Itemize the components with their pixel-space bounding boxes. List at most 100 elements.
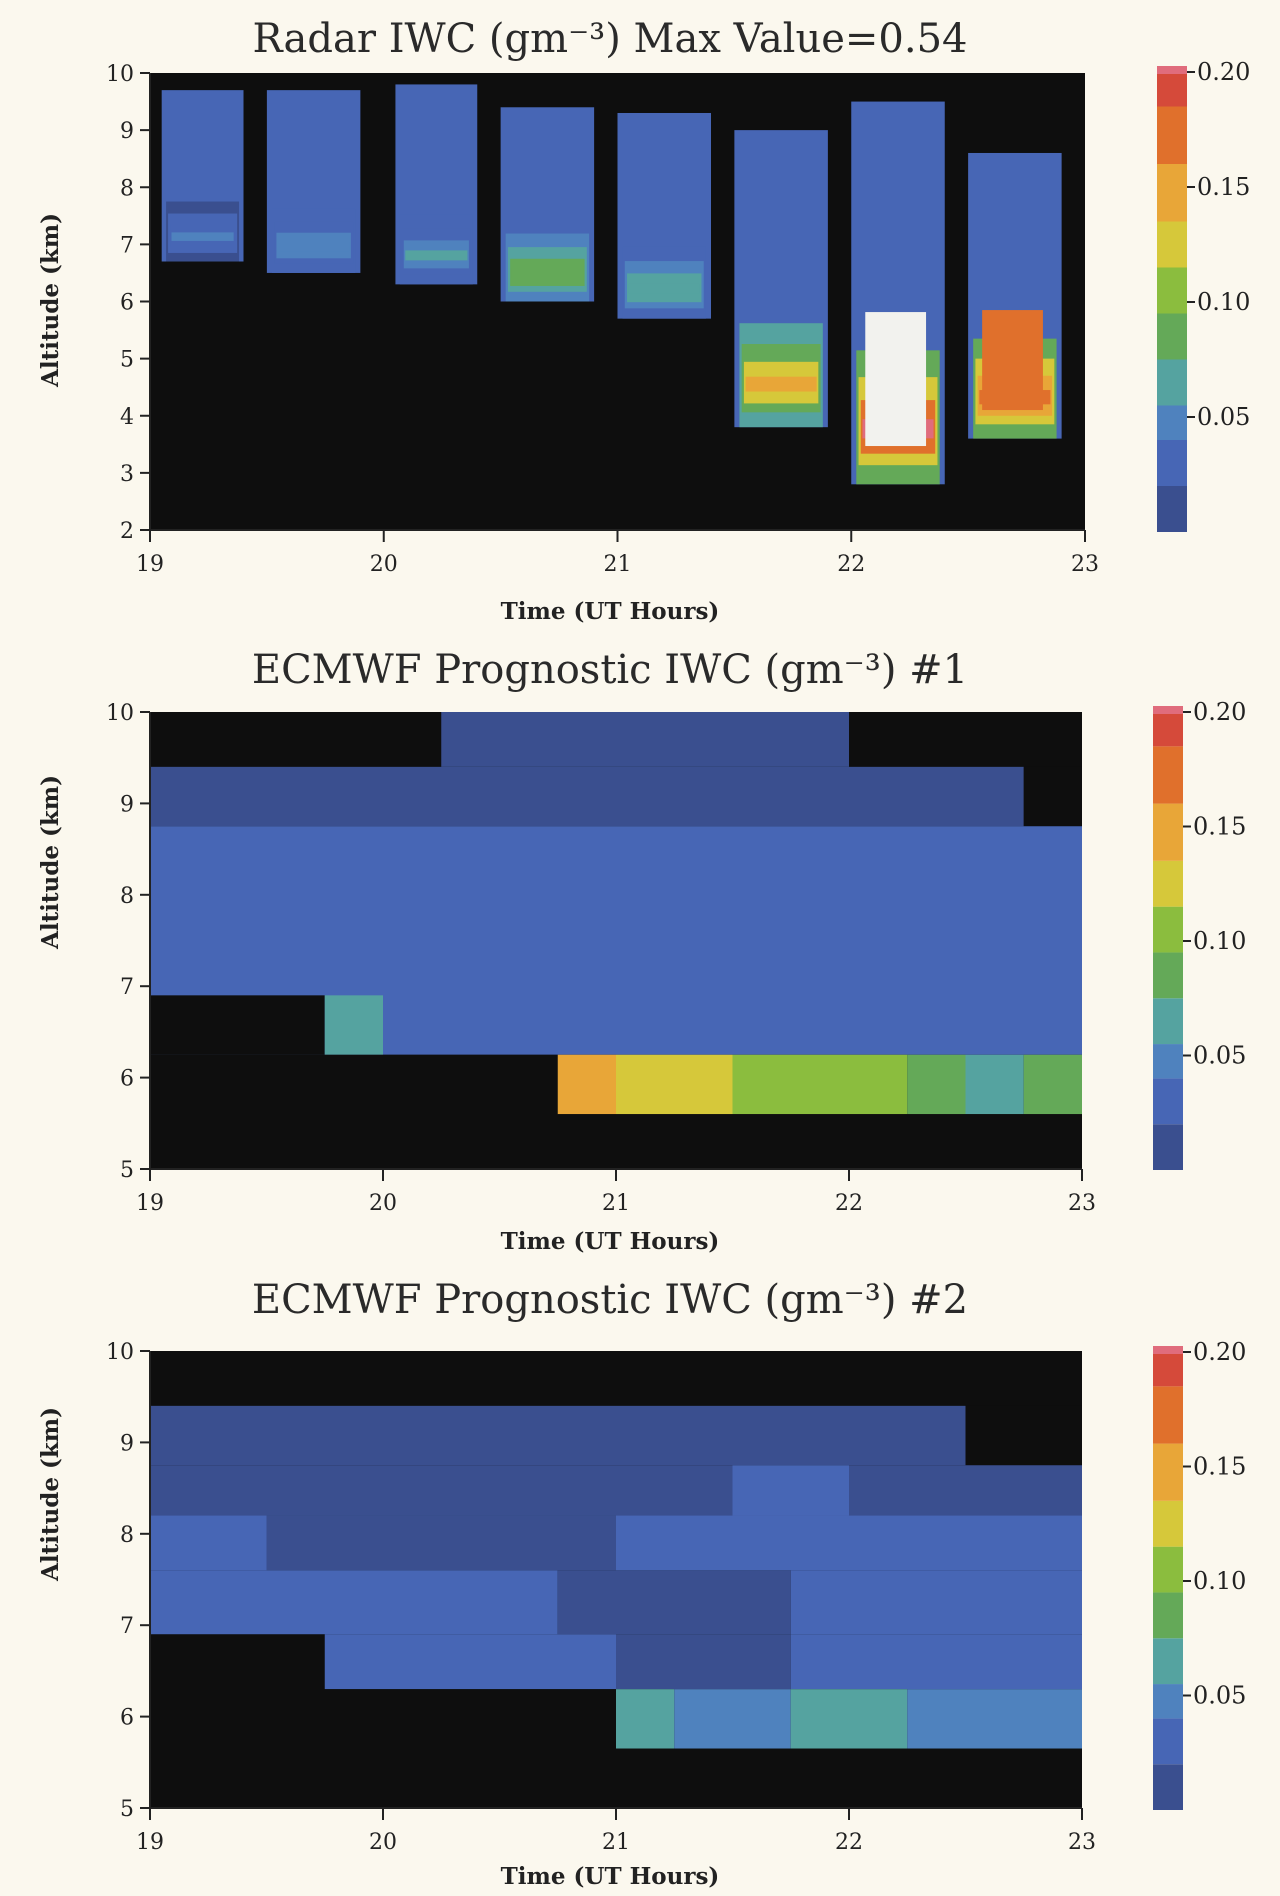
chart-title: Radar IWC (gm⁻³) Max Value=0.54 — [253, 16, 968, 62]
colorbar-segment — [1157, 313, 1187, 360]
heatmap-cell — [150, 1570, 558, 1635]
colorbar-segment — [1153, 952, 1183, 999]
colorbar-segment — [1153, 1443, 1183, 1501]
heatmap-cell — [557, 1054, 616, 1115]
radar-band — [851, 101, 945, 485]
colorbar-segment — [1153, 706, 1183, 714]
colorbar-segment — [1153, 1124, 1183, 1170]
band-layer — [628, 283, 700, 294]
colorbar-tick-label: 0.15 — [1193, 813, 1246, 841]
heatmap-cell — [732, 1689, 791, 1749]
chart-title: ECMWF Prognostic IWC (gm⁻³) #2 — [252, 1277, 968, 1323]
colorbar-segment — [1157, 267, 1187, 314]
y-tick-label: 9 — [120, 119, 134, 144]
y-tick-label: 8 — [120, 884, 134, 909]
y-tick-label: 7 — [120, 975, 134, 1000]
colorbar-segment — [1157, 359, 1187, 406]
heatmap-cell — [150, 712, 442, 767]
heatmap-cell — [150, 766, 1024, 827]
colorbar-segment — [1153, 1638, 1183, 1685]
band-layer — [745, 376, 817, 392]
colorbar-segment — [1157, 66, 1187, 74]
x-tick-label: 21 — [602, 1191, 630, 1216]
colorbar-tick-label: 0.15 — [1197, 173, 1250, 201]
heatmap-cell — [790, 1634, 1082, 1690]
x-tick-label: 21 — [602, 1830, 630, 1855]
colorbar-segment — [1153, 1764, 1183, 1810]
y-tick-label: 2 — [120, 519, 134, 544]
x-axis-label: Time (UT Hours) — [501, 1863, 720, 1890]
colorbar-tick-label: 0.15 — [1193, 1453, 1246, 1481]
colorbar-tick-label: 0.05 — [1193, 1042, 1246, 1070]
y-tick-label: 9 — [120, 1431, 134, 1456]
heatmap-cell — [616, 1054, 733, 1115]
x-tick-label: 20 — [370, 552, 398, 577]
band-layer — [511, 268, 583, 279]
colorbar-tick-label: 0.20 — [1193, 698, 1246, 726]
y-tick-label: 8 — [120, 1523, 134, 1548]
band-max — [982, 310, 1043, 411]
x-tick-label: 22 — [835, 1191, 863, 1216]
y-tick-label: 6 — [120, 1067, 134, 1092]
y-tick-label: 8 — [120, 176, 134, 201]
y-axis-label: Altitude (km) — [37, 775, 64, 950]
heatmap-cell — [150, 995, 325, 1055]
colorbar-segment — [1153, 1044, 1183, 1079]
heatmap-cell — [557, 1114, 1082, 1169]
colorbar-segment — [1153, 906, 1183, 953]
heatmap-cell — [150, 1515, 267, 1571]
y-axis-label: Altitude (km) — [37, 213, 64, 388]
colorbar-segment — [1157, 486, 1187, 532]
colorbar-segment — [1153, 1078, 1183, 1125]
panel-ecmwf-2: ECMWF Prognostic IWC (gm⁻³) #2 Altitude … — [37, 1277, 1246, 1890]
heatmap-cell — [150, 1689, 616, 1808]
heatmap-cell — [441, 712, 849, 767]
colorbar-segment — [1153, 1546, 1183, 1593]
y-tick-label: 6 — [120, 291, 134, 316]
colorbar-tick-label: 0.20 — [1193, 1338, 1246, 1366]
plot-area: 19 20 21 22 23 5 6 7 8 9 10 — [106, 701, 1096, 1216]
x-tick-label: 19 — [136, 552, 164, 577]
y-axis-label: Altitude (km) — [37, 1407, 64, 1582]
y-tick-label: 7 — [120, 1614, 134, 1639]
radar-band — [734, 130, 828, 428]
colorbar-segment — [1153, 1386, 1183, 1444]
panel-ecmwf-1: ECMWF Prognostic IWC (gm⁻³) #1 Altitude … — [37, 647, 1246, 1255]
colorbar-segment — [1153, 1500, 1183, 1547]
heatmap-cell — [150, 1054, 558, 1169]
y-tick-label: 3 — [120, 462, 134, 487]
heatmap-cell — [150, 1634, 325, 1690]
band-layer — [171, 232, 234, 241]
x-tick-label: 22 — [837, 552, 865, 577]
heatmap-cell — [324, 995, 383, 1055]
radar-band — [266, 90, 361, 273]
x-axis-label: Time (UT Hours) — [501, 598, 720, 625]
colorbar-segment — [1153, 803, 1183, 861]
x-tick-label: 19 — [136, 1830, 164, 1855]
heatmap-cell — [266, 1515, 616, 1571]
heatmap-cell — [674, 1689, 733, 1749]
x-tick-label: 23 — [1068, 1191, 1096, 1216]
heatmap-cell — [965, 1405, 1082, 1466]
x-tick-label: 20 — [369, 1191, 397, 1216]
x-axis-label: Time (UT Hours) — [501, 1228, 720, 1255]
y-tick-label: 10 — [106, 701, 134, 726]
band-max — [865, 312, 927, 447]
heatmap-cell — [907, 1054, 966, 1115]
heatmap-cell — [1023, 1054, 1082, 1115]
x-tick-label: 23 — [1071, 552, 1099, 577]
heatmap-cell — [790, 1689, 908, 1749]
plot-area: 19 20 21 22 23 5 6 7 8 9 10 — [106, 1340, 1096, 1855]
colorbar-segment — [1157, 440, 1187, 486]
colorbar-segment — [1153, 998, 1183, 1045]
colorbar-tick-label: 0.20 — [1197, 58, 1250, 86]
heatmap-cell — [965, 1054, 1024, 1115]
radar-band — [968, 152, 1062, 439]
x-tick-label: 20 — [369, 1830, 397, 1855]
y-tick-label: 10 — [106, 62, 134, 87]
radar-band — [161, 90, 244, 262]
panel-radar: Radar IWC (gm⁻³) Max Value=0.54 Altitude… — [37, 16, 1250, 625]
heatmap-cell — [849, 1465, 1082, 1516]
